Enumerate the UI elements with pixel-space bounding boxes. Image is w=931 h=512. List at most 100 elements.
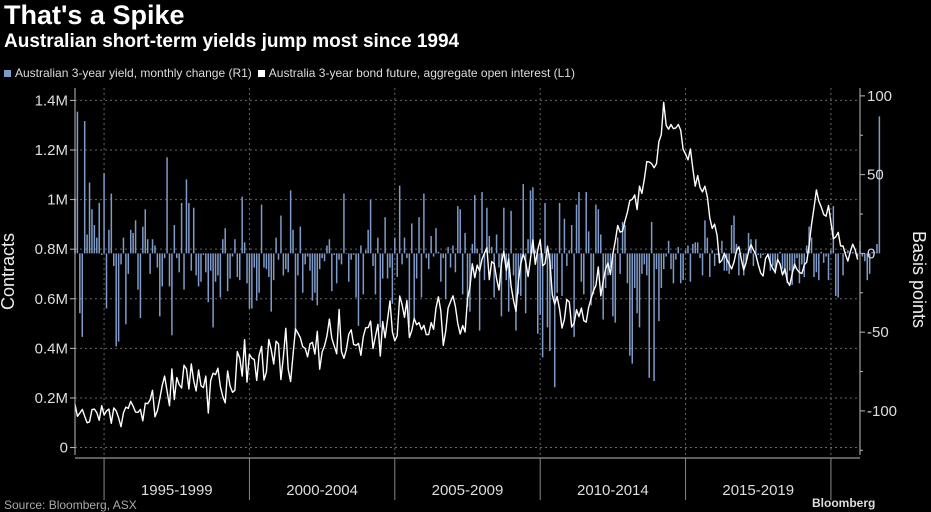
yield-change-bar — [246, 253, 248, 284]
yield-change-bar — [360, 245, 362, 254]
yield-change-bar — [646, 253, 648, 276]
yield-change-bar — [798, 253, 801, 284]
yield-change-bar — [159, 253, 161, 317]
yield-change-bar — [355, 253, 357, 298]
yield-change-bar — [369, 199, 372, 254]
yield-change-bar — [600, 234, 602, 254]
yield-change-bar — [374, 253, 377, 295]
yield-change-bar — [679, 253, 682, 284]
yield-change-bar — [481, 191, 483, 254]
yield-change-bar — [277, 253, 280, 260]
yield-change-bar — [156, 253, 159, 268]
right-tick-label: -50 — [867, 324, 889, 341]
yield-change-bar — [297, 253, 299, 276]
yield-change-bar — [522, 184, 524, 254]
yield-change-bar — [411, 223, 413, 254]
yield-change-bar — [91, 209, 93, 254]
yield-change-bar — [832, 206, 835, 254]
yield-change-bar — [226, 253, 229, 292]
yield-change-bar — [263, 253, 265, 268]
yield-change-bar — [675, 253, 677, 260]
yield-change-bar — [202, 253, 205, 255]
x-period-label: 2000-2004 — [286, 482, 358, 499]
yield-change-bar — [851, 251, 854, 254]
yield-change-bar — [149, 253, 151, 274]
yield-change-bar — [338, 253, 340, 260]
yield-change-bar — [721, 240, 723, 254]
yield-change-bar — [609, 253, 612, 268]
yield-change-bar — [197, 253, 200, 287]
yield-change-bar — [110, 193, 113, 254]
yield-change-bar — [440, 253, 442, 282]
yield-change-bar — [544, 202, 546, 254]
yield-change-bar — [430, 236, 432, 254]
yield-change-bar — [835, 253, 837, 296]
yield-change-bar — [248, 253, 251, 309]
yield-change-bar — [498, 253, 500, 268]
yield-change-bar — [205, 253, 207, 273]
yield-change-bar — [764, 253, 767, 254]
yield-change-bar — [168, 253, 171, 287]
yield-change-bar — [490, 247, 493, 254]
yield-change-bar — [633, 253, 636, 289]
yield-change-bar — [476, 248, 478, 254]
yield-change-bar — [309, 253, 311, 271]
yield-change-bar — [725, 253, 728, 271]
yield-change-bar — [730, 225, 733, 254]
yield-change-bar — [483, 253, 486, 281]
yield-change-bar — [219, 253, 222, 298]
yield-change-bar — [774, 253, 776, 274]
yield-change-bar — [113, 253, 115, 266]
yield-change-bar — [653, 253, 655, 381]
yield-change-bar — [566, 253, 568, 266]
yield-change-bar — [612, 253, 614, 317]
yield-change-bar — [500, 253, 503, 317]
yield-change-bar — [192, 207, 195, 254]
yield-change-bar — [517, 253, 520, 295]
right-tick-label: -100 — [867, 403, 897, 420]
yield-change-bar — [348, 253, 350, 282]
yield-change-bar — [100, 253, 103, 255]
yield-change-bar — [614, 253, 617, 323]
yield-change-bar — [776, 253, 779, 262]
yield-change-bar — [178, 253, 180, 273]
yield-change-bar — [423, 193, 425, 254]
yield-change-bar — [144, 209, 147, 254]
yield-change-bar — [408, 253, 411, 328]
yield-change-bar — [255, 253, 258, 301]
yield-change-bar — [529, 190, 532, 254]
yield-change-bar — [723, 253, 726, 271]
yield-change-bar — [868, 253, 871, 274]
yield-change-bar — [236, 253, 239, 278]
yield-change-bar — [457, 206, 459, 254]
yield-change-bar — [648, 253, 650, 378]
yield-change-bar — [558, 202, 561, 254]
left-tick-label: 1.4M — [35, 92, 68, 109]
yield-change-bar — [117, 253, 120, 342]
yield-change-bar — [280, 215, 282, 254]
yield-change-bar — [432, 253, 435, 257]
yield-change-bar — [345, 253, 348, 254]
yield-change-bar — [759, 253, 762, 259]
legend-swatch-line — [257, 69, 265, 77]
yield-change-bar — [716, 253, 718, 255]
yield-change-bar — [788, 253, 791, 271]
yield-change-bar — [745, 253, 747, 262]
yield-change-bar — [699, 253, 701, 259]
yield-change-bar — [352, 253, 355, 255]
yield-change-bar — [682, 253, 684, 281]
yield-change-bar — [687, 245, 689, 254]
legend-item-bars: Australian 3-year yield, monthly change … — [4, 66, 252, 80]
yield-change-bar — [146, 239, 149, 254]
yield-change-bar — [81, 253, 84, 337]
yield-change-bar — [636, 253, 638, 314]
yield-change-bar — [389, 253, 391, 268]
x-period-label: 2005-2009 — [432, 482, 504, 499]
yield-change-bar — [825, 253, 827, 257]
left-tick-label: 0 — [60, 440, 68, 457]
yield-change-bar — [350, 253, 352, 260]
yield-change-bar — [185, 179, 188, 254]
yield-change-bar — [813, 253, 815, 278]
yield-change-bar — [847, 250, 849, 254]
yield-change-bar — [183, 253, 185, 290]
